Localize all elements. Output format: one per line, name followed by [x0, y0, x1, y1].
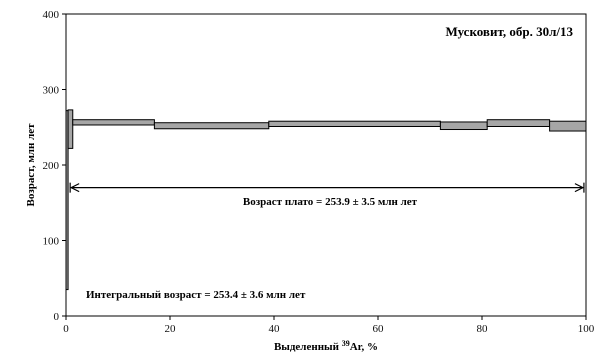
y-tick-label: 100 [43, 236, 60, 248]
y-tick-label: 300 [43, 85, 60, 97]
step-3 [72, 119, 155, 126]
plateau-layer [69, 182, 585, 193]
x-tick-label: 40 [269, 323, 281, 335]
x-tick-label: 20 [165, 323, 177, 335]
plateau-arrowhead-left [69, 183, 80, 193]
ticks-layer: 0 20 40 60 80 100 0 100 200 300 400 [43, 9, 595, 335]
plot-area [65, 13, 587, 317]
steps-layer [65, 109, 587, 291]
step-4 [153, 122, 270, 130]
step-5 [268, 120, 441, 127]
x-tick-label: 80 [477, 323, 489, 335]
step-8 [549, 120, 587, 132]
plateau-age-label: Возраст плато = 253.9 ± 3.5 млн лет [243, 196, 418, 208]
x-tick-label: 0 [63, 323, 69, 335]
step-1 [65, 110, 69, 291]
step-2 [67, 109, 74, 149]
y-axis-label: Возраст, млн лет [25, 123, 37, 207]
step-6 [439, 121, 488, 131]
x-tick-label: 60 [373, 323, 385, 335]
chart-title: Мусковит, обр. 30л/13 [445, 24, 573, 39]
step-7 [486, 119, 551, 127]
y-tick-label: 0 [54, 311, 60, 323]
y-tick-label: 400 [43, 9, 60, 21]
y-tick-label: 200 [43, 160, 60, 172]
x-tick-label: 100 [578, 323, 595, 335]
x-axis-label: Выделенный 39Ar, % [274, 339, 378, 353]
plateau-arrowhead-right [574, 183, 585, 193]
integral-age-label: Интегральный возраст = 253.4 ± 3.6 млн л… [86, 289, 306, 301]
